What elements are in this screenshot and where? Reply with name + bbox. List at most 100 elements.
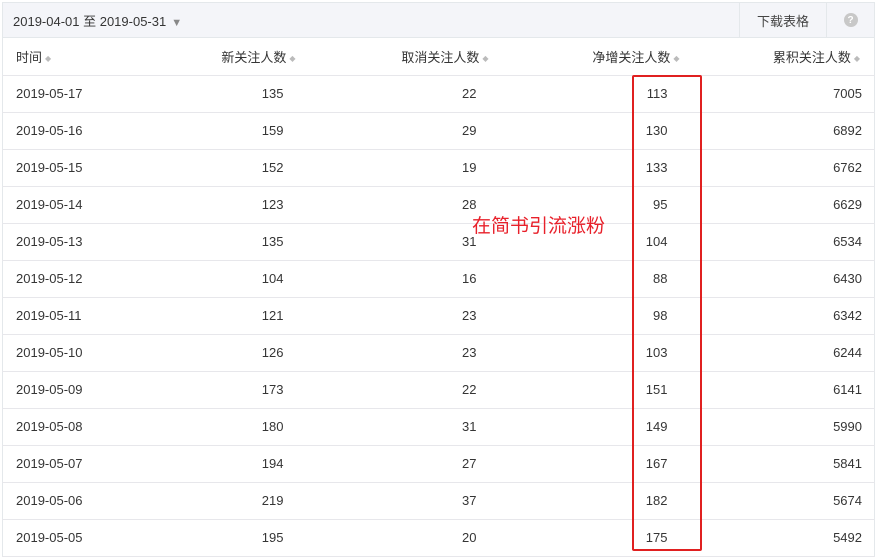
header-row: 时间 ◆ 新关注人数 ◆ 取消关注人数 ◆ 净增关注人数 ◆ 累积关注人数 ◆ xyxy=(2,38,875,76)
question-circle-icon: ? xyxy=(843,13,858,27)
table-cell: 6534 xyxy=(679,223,875,261)
table-cell: 2019-05-15 xyxy=(2,149,188,187)
table-cell: 31 xyxy=(309,223,495,261)
table-cell: 135 xyxy=(187,75,310,113)
table-cell: 2019-05-17 xyxy=(2,75,188,113)
table-row: 2019-05-15 152 19 133 6762 xyxy=(2,149,875,187)
table-cell: 2019-05-05 xyxy=(2,519,188,557)
table-cell: 2019-05-09 xyxy=(2,371,188,409)
table-cell: 98 xyxy=(494,297,680,335)
table-cell: 37 xyxy=(309,482,495,520)
table-cell: 2019-05-13 xyxy=(2,223,188,261)
table-cell: 95 xyxy=(494,186,680,224)
table-cell: 2019-05-10 xyxy=(2,334,188,372)
date-range-selector[interactable]: 2019-04-01 至 2019-05-31 ▼ xyxy=(3,11,739,30)
table-row: 2019-05-10 126 23 103 6244 xyxy=(2,334,875,372)
table-cell: 5990 xyxy=(679,408,875,446)
table-cell: 6342 xyxy=(679,297,875,335)
table-row: 2019-05-17 135 22 113 7005 xyxy=(2,75,875,113)
table-cell: 126 xyxy=(187,334,310,372)
table-row: 2019-05-16 159 29 130 6892 xyxy=(2,112,875,150)
table-cell: 149 xyxy=(494,408,680,446)
table-cell: 121 xyxy=(187,297,310,335)
table-row: 2019-05-14 123 28 95 6629 xyxy=(2,186,875,224)
table-cell: 27 xyxy=(309,445,495,483)
table-cell: 6629 xyxy=(679,186,875,224)
table-row: 2019-05-06 219 37 182 5674 xyxy=(2,482,875,520)
table-cell: 130 xyxy=(494,112,680,150)
table-row: 2019-05-13 135 31 104 6534 xyxy=(2,223,875,261)
sort-icon[interactable]: ◆ xyxy=(673,53,680,63)
column-header[interactable]: 取消关注人数 ◆ xyxy=(309,38,495,76)
help-button[interactable]: ? xyxy=(826,3,874,37)
column-header[interactable]: 累积关注人数 ◆ xyxy=(679,38,875,76)
table-row: 2019-05-07 194 27 167 5841 xyxy=(2,445,875,483)
table-cell: 5674 xyxy=(679,482,875,520)
caret-down-icon: ▼ xyxy=(171,16,183,29)
table-cell: 104 xyxy=(187,260,310,298)
table-cell: 159 xyxy=(187,112,310,150)
sort-icon[interactable]: ◆ xyxy=(482,53,489,63)
table-cell: 2019-05-11 xyxy=(2,297,188,335)
table-row: 2019-05-12 104 16 88 6430 xyxy=(2,260,875,298)
table-cell: 7005 xyxy=(679,75,875,113)
table-cell: 104 xyxy=(494,223,680,261)
table-cell: 23 xyxy=(309,334,495,372)
table-cell: 6892 xyxy=(679,112,875,150)
table-cell: 2019-05-07 xyxy=(2,445,188,483)
table-cell: 103 xyxy=(494,334,680,372)
table-cell: 194 xyxy=(187,445,310,483)
table-cell: 5841 xyxy=(679,445,875,483)
toolbar: 2019-04-01 至 2019-05-31 ▼ 下载表格 ? xyxy=(2,2,875,38)
table-cell: 16 xyxy=(309,260,495,298)
table-cell: 22 xyxy=(309,371,495,409)
table-cell: 2019-05-16 xyxy=(2,112,188,150)
table-row: 2019-05-09 173 22 151 6141 xyxy=(2,371,875,409)
highlight-box xyxy=(632,75,702,551)
table-cell: 29 xyxy=(309,112,495,150)
table-cell: 88 xyxy=(494,260,680,298)
table-cell: 123 xyxy=(187,186,310,224)
column-header-label: 新关注人数 xyxy=(221,49,287,65)
table-cell: 6430 xyxy=(679,260,875,298)
table-cell: 219 xyxy=(187,482,310,520)
table-cell: 152 xyxy=(187,149,310,187)
table-row: 2019-05-11 121 23 98 6342 xyxy=(2,297,875,335)
table-cell: 113 xyxy=(494,75,680,113)
sort-icon[interactable]: ◆ xyxy=(45,53,52,63)
column-header-label: 取消关注人数 xyxy=(401,49,480,65)
table-cell: 167 xyxy=(494,445,680,483)
table-cell: 133 xyxy=(494,149,680,187)
column-header[interactable]: 净增关注人数 ◆ xyxy=(494,38,680,76)
table-cell: 2019-05-08 xyxy=(2,408,188,446)
table-cell: 2019-05-12 xyxy=(2,260,188,298)
table-cell: 195 xyxy=(187,519,310,557)
table-cell: 173 xyxy=(187,371,310,409)
table-cell: 23 xyxy=(309,297,495,335)
table-cell: 182 xyxy=(494,482,680,520)
table-cell: 151 xyxy=(494,371,680,409)
table-cell: 2019-05-14 xyxy=(2,186,188,224)
table-cell: 5492 xyxy=(679,519,875,557)
table-cell: 22 xyxy=(309,75,495,113)
table-cell: 6762 xyxy=(679,149,875,187)
table-cell: 20 xyxy=(309,519,495,557)
table-cell: 6141 xyxy=(679,371,875,409)
table-cell: 6244 xyxy=(679,334,875,372)
column-header[interactable]: 时间 ◆ xyxy=(2,38,188,76)
table-cell: 2019-05-06 xyxy=(2,482,188,520)
column-header-label: 累积关注人数 xyxy=(772,49,851,65)
column-header[interactable]: 新关注人数 ◆ xyxy=(187,38,310,76)
sort-icon[interactable]: ◆ xyxy=(853,53,860,63)
column-header-label: 时间 xyxy=(16,49,43,65)
table-cell: 180 xyxy=(187,408,310,446)
annotation-text: 在简书引流涨粉 xyxy=(472,215,606,237)
column-header-label: 净增关注人数 xyxy=(592,49,671,65)
table-cell: 31 xyxy=(309,408,495,446)
download-table-button[interactable]: 下载表格 xyxy=(739,3,826,37)
sort-icon[interactable]: ◆ xyxy=(289,53,296,63)
table-row: 2019-05-05 195 20 175 5492 xyxy=(2,519,875,557)
date-range-text: 2019-04-01 至 2019-05-31 xyxy=(13,13,167,29)
table-cell: 19 xyxy=(309,149,495,187)
table-cell: 135 xyxy=(187,223,310,261)
